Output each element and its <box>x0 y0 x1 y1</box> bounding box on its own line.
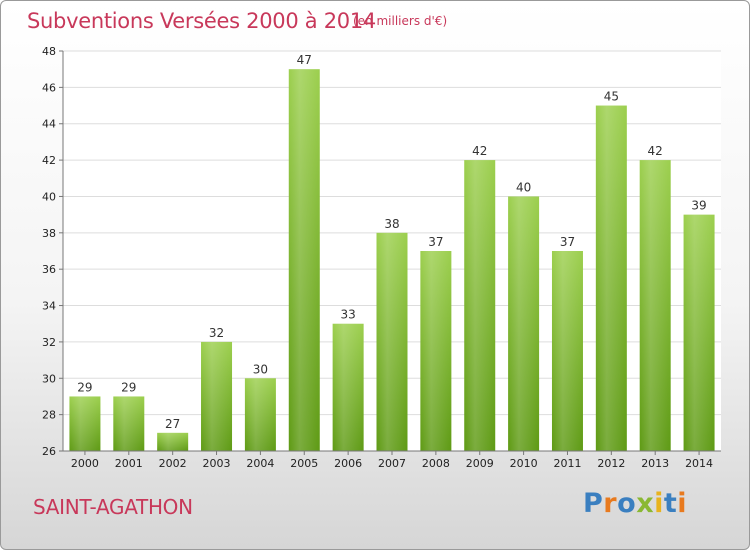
x-tick-label: 2004 <box>246 457 274 470</box>
bar-highlight <box>376 232 408 451</box>
x-tick-label: 2013 <box>641 457 669 470</box>
y-tick-label: 32 <box>42 336 56 349</box>
bar-value-label: 29 <box>77 380 92 394</box>
bar-value-label: 27 <box>165 417 180 431</box>
x-tick-label: 2003 <box>203 457 231 470</box>
bar-value-label: 42 <box>472 144 487 158</box>
x-tick-label: 2010 <box>510 457 538 470</box>
logo-letter: x <box>636 488 655 519</box>
x-tick-label: 2000 <box>71 457 99 470</box>
y-tick-label: 40 <box>42 190 56 203</box>
bar-highlight <box>244 378 276 451</box>
x-tick-label: 2008 <box>422 457 450 470</box>
y-tick-label: 42 <box>42 154 56 167</box>
bar-value-label: 32 <box>209 326 224 340</box>
y-tick-label: 30 <box>42 372 56 385</box>
bar-highlight <box>420 251 452 451</box>
y-tick-label: 38 <box>42 227 56 240</box>
x-tick-label: 2007 <box>378 457 406 470</box>
commune-name: SAINT-AGATHON <box>33 495 193 519</box>
bar-value-label: 29 <box>121 380 136 394</box>
x-tick-label: 2001 <box>115 457 143 470</box>
x-tick-label: 2012 <box>597 457 625 470</box>
logo-letter: r <box>603 488 618 519</box>
bar-highlight <box>69 396 101 451</box>
x-tick-label: 2006 <box>334 457 362 470</box>
bar-value-label: 37 <box>560 235 575 249</box>
bar-highlight <box>332 323 364 451</box>
x-tick-label: 2005 <box>290 457 318 470</box>
proxiti-logo: Proxiti <box>583 488 687 519</box>
bar-value-label: 45 <box>604 90 619 104</box>
x-tick-label: 2009 <box>466 457 494 470</box>
bar-value-label: 30 <box>253 362 268 376</box>
logo-letter: i <box>677 488 688 519</box>
bar-value-label: 47 <box>297 53 312 67</box>
bar-value-label: 37 <box>428 235 443 249</box>
y-tick-label: 36 <box>42 263 56 276</box>
logo-letter: i <box>654 488 664 519</box>
bar-highlight <box>639 160 671 451</box>
y-tick-label: 46 <box>42 81 56 94</box>
bar-highlight <box>551 251 583 451</box>
bar-highlight <box>113 396 145 451</box>
bar-value-label: 40 <box>516 180 531 194</box>
bar-highlight <box>157 432 189 451</box>
bar-value-label: 38 <box>384 217 399 231</box>
bar-highlight <box>288 69 320 451</box>
chart-subtitle: (en milliers d'€) <box>353 14 448 28</box>
bar-highlight <box>508 196 540 451</box>
bar-highlight <box>683 214 715 451</box>
bar-value-label: 33 <box>340 308 355 322</box>
y-tick-label: 48 <box>42 45 56 58</box>
bar-highlight <box>464 160 496 451</box>
x-tick-label: 2011 <box>553 457 581 470</box>
y-tick-label: 44 <box>42 118 56 131</box>
x-tick-label: 2014 <box>685 457 713 470</box>
bar-value-label: 39 <box>691 199 706 213</box>
y-tick-label: 34 <box>42 300 56 313</box>
y-tick-label: 28 <box>42 409 56 422</box>
logo-letter: t <box>663 488 678 519</box>
logo-letter: o <box>617 488 637 519</box>
y-tick-label: 26 <box>42 445 56 458</box>
x-tick-label: 2002 <box>159 457 187 470</box>
bar-highlight <box>595 105 627 451</box>
logo-letter: P <box>583 488 604 519</box>
bar-highlight <box>201 341 233 451</box>
bar-value-label: 42 <box>648 144 663 158</box>
chart-title: Subventions Versées 2000 à 2014 <box>27 9 376 33</box>
